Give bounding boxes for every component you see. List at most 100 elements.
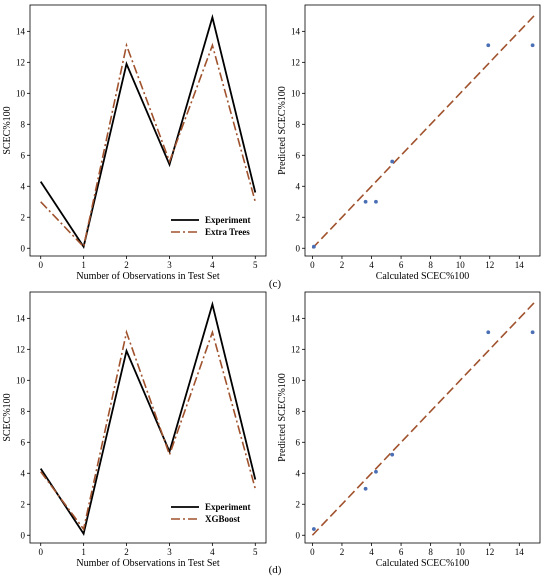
y-tick-label: 4 xyxy=(296,468,301,478)
legend-label: Experiment xyxy=(205,502,251,512)
scatter-point xyxy=(390,452,395,457)
y-tick-label: 6 xyxy=(296,150,301,160)
y-axis-label: SCEC%100 xyxy=(2,393,13,441)
y-tick-label: 10 xyxy=(16,375,26,385)
y-tick-label: 2 xyxy=(296,212,301,222)
x-tick-label: 1 xyxy=(81,260,86,270)
x-tick-label: 14 xyxy=(515,260,525,270)
y-tick-label: 10 xyxy=(291,88,301,98)
legend-label: Experiment xyxy=(205,215,251,225)
x-axis-label: Number of Observations in Test Set xyxy=(76,558,219,569)
x-tick-label: 5 xyxy=(253,260,258,270)
scatter-point xyxy=(390,159,395,164)
y-tick-label: 6 xyxy=(296,437,301,447)
series-line-experiment xyxy=(39,300,257,536)
series-line-experiment xyxy=(39,13,257,249)
x-tick-label: 1 xyxy=(81,547,86,557)
x-tick-label: 6 xyxy=(399,547,404,557)
x-tick-label: 4 xyxy=(369,260,374,270)
panel-label-d: (d) xyxy=(269,564,282,576)
x-axis-label: Calculated SCEC%100 xyxy=(376,271,470,282)
legend: Experiment XGBoost xyxy=(171,502,251,524)
series-line-extra-trees xyxy=(40,42,257,249)
scatter-point xyxy=(486,330,491,335)
y-tick-label: 14 xyxy=(291,313,301,323)
y-tick-label: 8 xyxy=(21,119,26,129)
legend-label: Extra Trees xyxy=(205,227,250,237)
y-tick-label: 8 xyxy=(296,406,301,416)
y-tick-label: 10 xyxy=(291,375,301,385)
x-tick-label: 4 xyxy=(210,260,215,270)
x-tick-label: 12 xyxy=(485,260,494,270)
y-tick-label: 12 xyxy=(16,344,25,354)
x-tick-label: 10 xyxy=(456,260,466,270)
legend: Experiment Extra Trees xyxy=(171,215,251,237)
x-tick-label: 0 xyxy=(310,260,315,270)
y-axis-label: Predicted SCEC%100 xyxy=(277,373,288,462)
x-tick-label: 0 xyxy=(38,260,43,270)
x-axis-label: Calculated SCEC%100 xyxy=(376,558,470,569)
scatter-point xyxy=(363,486,368,491)
y-tick-label: 0 xyxy=(21,530,26,540)
reference-line xyxy=(311,15,535,249)
x-tick-label: 5 xyxy=(253,547,258,557)
scatter-point xyxy=(530,330,535,335)
x-tick-label: 2 xyxy=(340,547,345,557)
y-tick-label: 12 xyxy=(291,57,300,67)
y-tick-label: 0 xyxy=(296,243,301,253)
series-line-xgboost xyxy=(40,329,257,531)
plot-frame xyxy=(29,291,267,544)
x-tick-label: 2 xyxy=(340,260,345,270)
x-tick-label: 3 xyxy=(167,260,172,270)
scatter-point xyxy=(311,244,316,249)
scatter-point xyxy=(530,43,535,48)
y-tick-label: 2 xyxy=(21,499,26,509)
y-tick-label: 4 xyxy=(21,468,26,478)
x-tick-label: 4 xyxy=(369,547,374,557)
plot-frame xyxy=(304,291,541,544)
x-tick-label: 12 xyxy=(485,547,494,557)
y-tick-label: 14 xyxy=(291,26,301,36)
legend-label: XGBoost xyxy=(205,514,240,524)
y-tick-label: 10 xyxy=(16,88,26,98)
y-tick-label: 14 xyxy=(16,313,26,323)
y-tick-label: 2 xyxy=(21,212,26,222)
y-tick-label: 8 xyxy=(21,406,26,416)
y-tick-label: 6 xyxy=(21,150,26,160)
y-axis-label: Predicted SCEC%100 xyxy=(277,86,288,175)
x-tick-label: 8 xyxy=(428,547,433,557)
panel-label-c: (c) xyxy=(269,278,282,290)
y-tick-label: 2 xyxy=(296,499,301,509)
x-axis-label: Number of Observations in Test Set xyxy=(76,271,219,282)
y-tick-label: 12 xyxy=(291,344,300,354)
x-tick-label: 4 xyxy=(210,547,215,557)
x-tick-label: 2 xyxy=(124,547,129,557)
chart-2: 0 2 4 6 8 10 12 14 0 2 4 6 8 10 12 14 Calculated SCEC%10… xyxy=(277,4,541,282)
y-tick-label: 8 xyxy=(296,119,301,129)
scatter-point xyxy=(374,469,378,474)
x-tick-label: 14 xyxy=(515,547,525,557)
y-tick-label: 12 xyxy=(16,57,25,67)
x-tick-label: 0 xyxy=(310,547,315,557)
scatter-point xyxy=(363,199,368,204)
x-tick-label: 10 xyxy=(456,547,466,557)
x-tick-label: 2 xyxy=(124,260,129,270)
x-tick-label: 0 xyxy=(38,547,43,557)
y-tick-label: 4 xyxy=(296,181,301,191)
chart-4: 0 2 4 6 8 10 12 14 0 2 4 6 8 10 12 14 Calculated SCEC%10… xyxy=(277,291,541,569)
y-tick-label: 0 xyxy=(21,243,26,253)
x-tick-label: 3 xyxy=(167,547,172,557)
reference-line xyxy=(311,302,535,536)
scatter-point xyxy=(486,43,491,48)
plot-frame xyxy=(29,4,267,257)
scatter-point xyxy=(374,199,378,204)
plot-frame xyxy=(304,4,541,257)
x-tick-label: 8 xyxy=(428,260,433,270)
y-tick-label: 14 xyxy=(16,26,26,36)
y-tick-label: 6 xyxy=(21,437,26,447)
y-tick-label: 4 xyxy=(21,181,26,191)
y-tick-label: 0 xyxy=(296,530,301,540)
